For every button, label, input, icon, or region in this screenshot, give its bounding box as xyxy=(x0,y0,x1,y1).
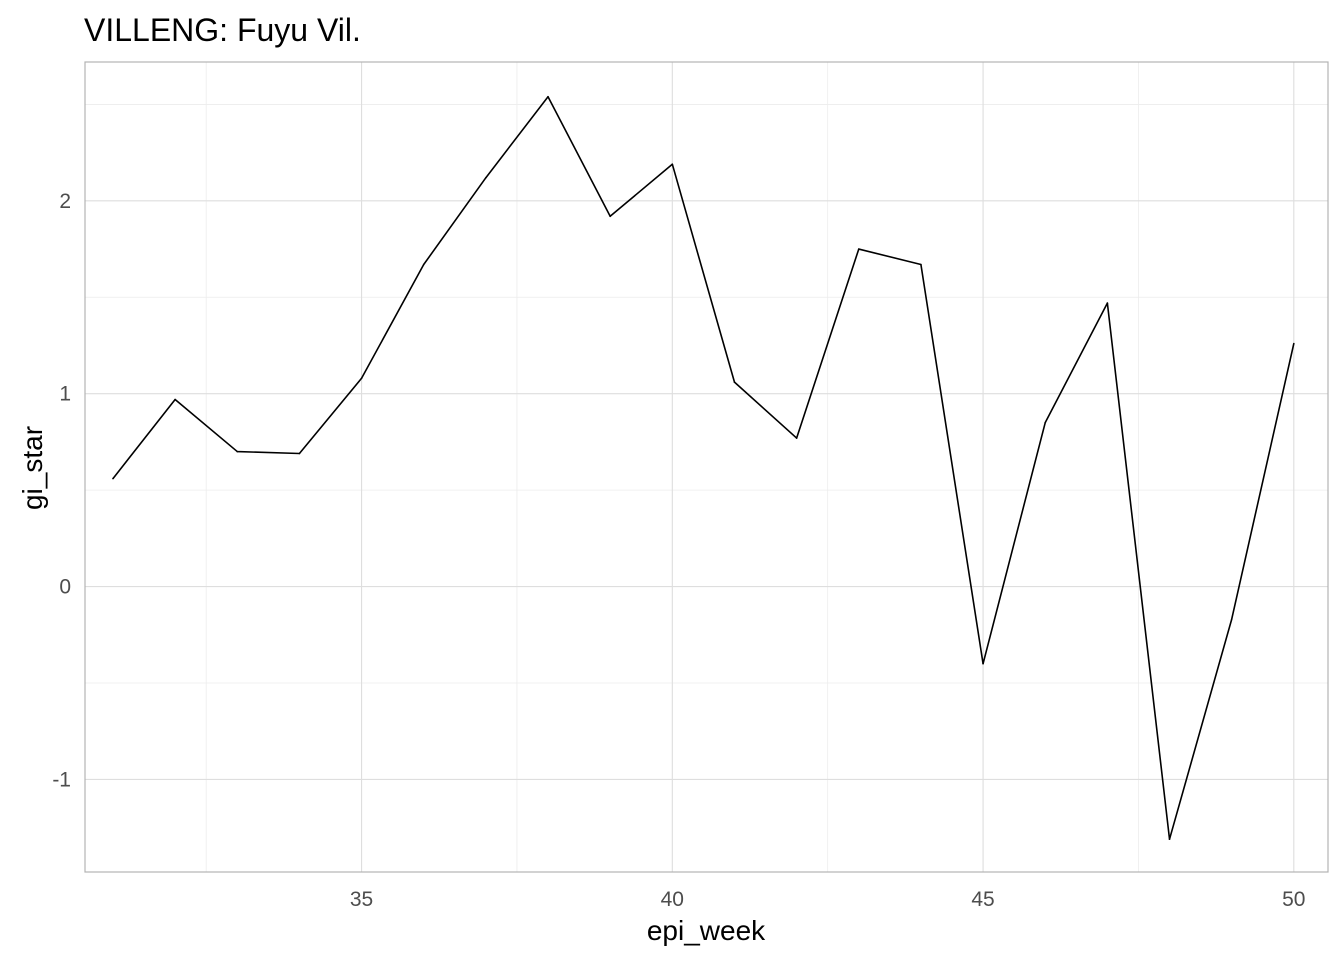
y-tick-label: 2 xyxy=(59,190,71,213)
data-point xyxy=(920,263,922,266)
data-point xyxy=(112,477,114,480)
data-point xyxy=(795,437,798,439)
x-tick-label: 45 xyxy=(971,888,994,911)
chart-title: VILLENG: Fuyu Vil. xyxy=(84,12,361,48)
data-point xyxy=(422,263,425,266)
data-point xyxy=(1106,302,1109,304)
data-points xyxy=(112,95,1295,841)
y-tick-label: -1 xyxy=(52,768,71,791)
x-tick-label: 50 xyxy=(1282,888,1305,911)
minor-gridlines xyxy=(85,62,1328,872)
major-gridlines xyxy=(85,62,1328,872)
data-point xyxy=(360,377,363,380)
data-point xyxy=(236,450,239,453)
data-point xyxy=(982,662,984,665)
data-point xyxy=(1230,618,1233,621)
data-point xyxy=(733,381,736,383)
data-point xyxy=(174,398,176,401)
x-tick-label: 35 xyxy=(350,888,373,911)
series-line xyxy=(112,95,1295,841)
data-point xyxy=(609,215,611,218)
x-axis-ticks: 35 40 45 50 xyxy=(350,888,1306,911)
data-point xyxy=(671,163,674,166)
x-axis-title: epi_week xyxy=(647,915,766,946)
y-axis-title: gi_star xyxy=(17,426,48,510)
x-tick-label: 40 xyxy=(661,888,684,911)
data-point xyxy=(298,452,301,455)
data-point xyxy=(485,176,487,179)
y-tick-label: 0 xyxy=(59,576,71,599)
data-point xyxy=(547,95,549,98)
data-point xyxy=(1293,342,1295,345)
plot-panel-border xyxy=(84,61,1329,873)
data-point xyxy=(1044,421,1047,424)
y-tick-label: 1 xyxy=(59,383,71,406)
data-point xyxy=(1168,838,1171,841)
y-axis-ticks: -1 0 1 2 xyxy=(52,190,71,792)
data-point xyxy=(857,248,860,250)
